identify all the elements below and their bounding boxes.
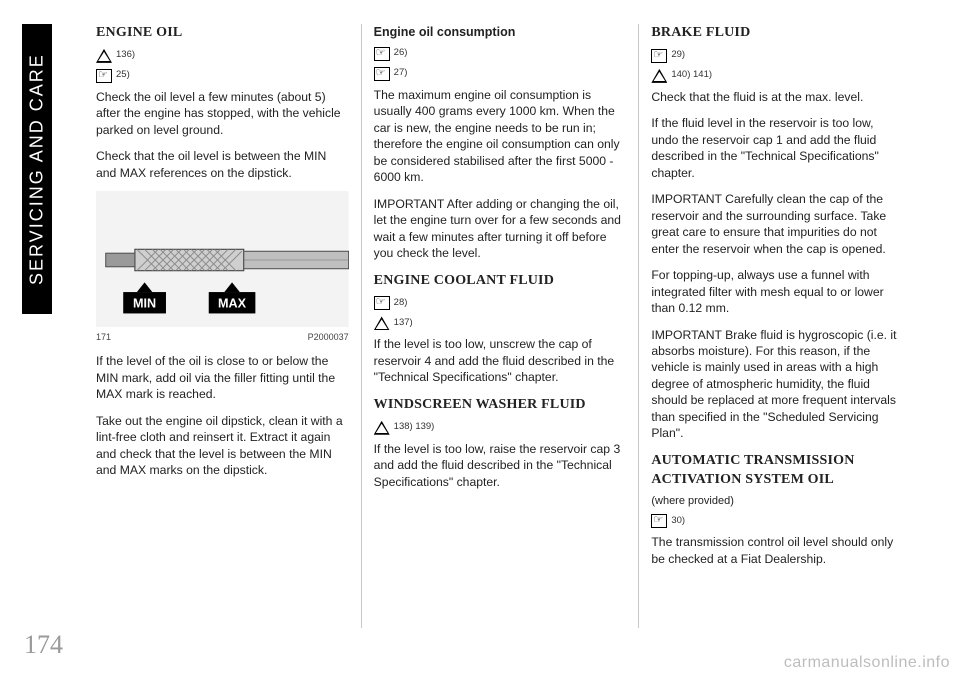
hand-note-icon bbox=[651, 49, 667, 63]
note-ref-1: 25) bbox=[96, 69, 349, 83]
watermark: carmanualsonline.info bbox=[784, 654, 950, 672]
warning-ref-text: 137) bbox=[394, 317, 413, 330]
paragraph-important: IMPORTANT After adding or changing the o… bbox=[374, 196, 627, 262]
paragraph: Take out the engine oil dipstick, clean … bbox=[96, 413, 349, 479]
paragraph: If the fluid level in the reservoir is t… bbox=[651, 115, 904, 181]
warning-ref-4: 140) 141) bbox=[651, 69, 904, 83]
warning-ref-text: 138) 139) bbox=[394, 421, 435, 434]
paragraph: If the level is too low, raise the reser… bbox=[374, 441, 627, 490]
manual-page: SERVICING AND CARE 174 carmanualsonline.… bbox=[0, 0, 960, 678]
paragraph: For topping-up, always use a funnel with… bbox=[651, 267, 904, 316]
column-3: BRAKE FLUID 29) 140) 141) Check that the… bbox=[638, 24, 916, 628]
paragraph: Check the oil level a few minutes (about… bbox=[96, 89, 349, 138]
column-2: Engine oil consumption 26) 27) The maxim… bbox=[361, 24, 639, 628]
paragraph: The maximum engine oil consumption is us… bbox=[374, 87, 627, 186]
heading-oil-consumption: Engine oil consumption bbox=[374, 24, 627, 41]
note-ref-text: 28) bbox=[394, 297, 408, 310]
page-number: 174 bbox=[24, 630, 63, 660]
note-ref-3a: 29) bbox=[651, 49, 904, 63]
heading-engine-oil: ENGINE OIL bbox=[96, 24, 349, 43]
heading-washer: WINDSCREEN WASHER FLUID bbox=[374, 396, 627, 415]
content-columns: ENGINE OIL 136) 25) Check the oil level … bbox=[84, 24, 916, 628]
warning-triangle-icon bbox=[96, 49, 112, 63]
warning-triangle-icon bbox=[374, 316, 390, 330]
figure-dipstick: MIN MAX bbox=[96, 191, 349, 327]
note-ref-text: 26) bbox=[394, 47, 408, 60]
hand-note-icon bbox=[96, 69, 112, 83]
warning-triangle-icon bbox=[374, 421, 390, 435]
hand-note-icon bbox=[374, 67, 390, 81]
warning-ref-text: 136) bbox=[116, 49, 135, 62]
heading-coolant: ENGINE COOLANT FLUID bbox=[374, 272, 627, 291]
heading-transmission: AUTOMATIC TRANSMISSION ACTIVATION SYSTEM… bbox=[651, 452, 904, 490]
warning-triangle-icon bbox=[651, 69, 667, 83]
paragraph: Check that the oil level is between the … bbox=[96, 148, 349, 181]
warning-ref-text: 140) 141) bbox=[671, 69, 712, 82]
note-ref-2c: 28) bbox=[374, 296, 627, 310]
note-ref-text: 25) bbox=[116, 69, 130, 82]
note-ref-text: 29) bbox=[671, 49, 685, 62]
dipstick-svg: MIN MAX bbox=[96, 191, 349, 327]
warning-ref-2: 137) bbox=[374, 316, 627, 330]
max-label: MAX bbox=[218, 297, 247, 311]
hand-note-icon bbox=[651, 514, 667, 528]
warning-ref-1: 136) bbox=[96, 49, 349, 63]
note-ref-text: 27) bbox=[394, 67, 408, 80]
section-tab: SERVICING AND CARE bbox=[22, 24, 52, 314]
note-ref-text: 30) bbox=[671, 515, 685, 528]
figure-number: 171 bbox=[96, 331, 111, 343]
paragraph: The transmission control oil level shoul… bbox=[651, 534, 904, 567]
min-label: MIN bbox=[133, 297, 156, 311]
heading-transmission-note: (where provided) bbox=[651, 494, 904, 509]
warning-ref-3: 138) 139) bbox=[374, 421, 627, 435]
figure-caption: 171 P2000037 bbox=[96, 331, 349, 343]
paragraph: Check that the fluid is at the max. leve… bbox=[651, 89, 904, 105]
hand-note-icon bbox=[374, 296, 390, 310]
column-1: ENGINE OIL 136) 25) Check the oil level … bbox=[84, 24, 361, 628]
paragraph: If the level of the oil is close to or b… bbox=[96, 353, 349, 402]
paragraph-important: IMPORTANT Carefully clean the cap of the… bbox=[651, 191, 904, 257]
paragraph-important: IMPORTANT Brake fluid is hygroscopic (i.… bbox=[651, 327, 904, 442]
note-ref-3b: 30) bbox=[651, 514, 904, 528]
paragraph: If the level is too low, unscrew the cap… bbox=[374, 336, 627, 385]
note-ref-2a: 26) bbox=[374, 47, 627, 61]
hand-note-icon bbox=[374, 47, 390, 61]
note-ref-2b: 27) bbox=[374, 67, 627, 81]
heading-brake: BRAKE FLUID bbox=[651, 24, 904, 43]
figure-code: P2000037 bbox=[308, 331, 349, 343]
